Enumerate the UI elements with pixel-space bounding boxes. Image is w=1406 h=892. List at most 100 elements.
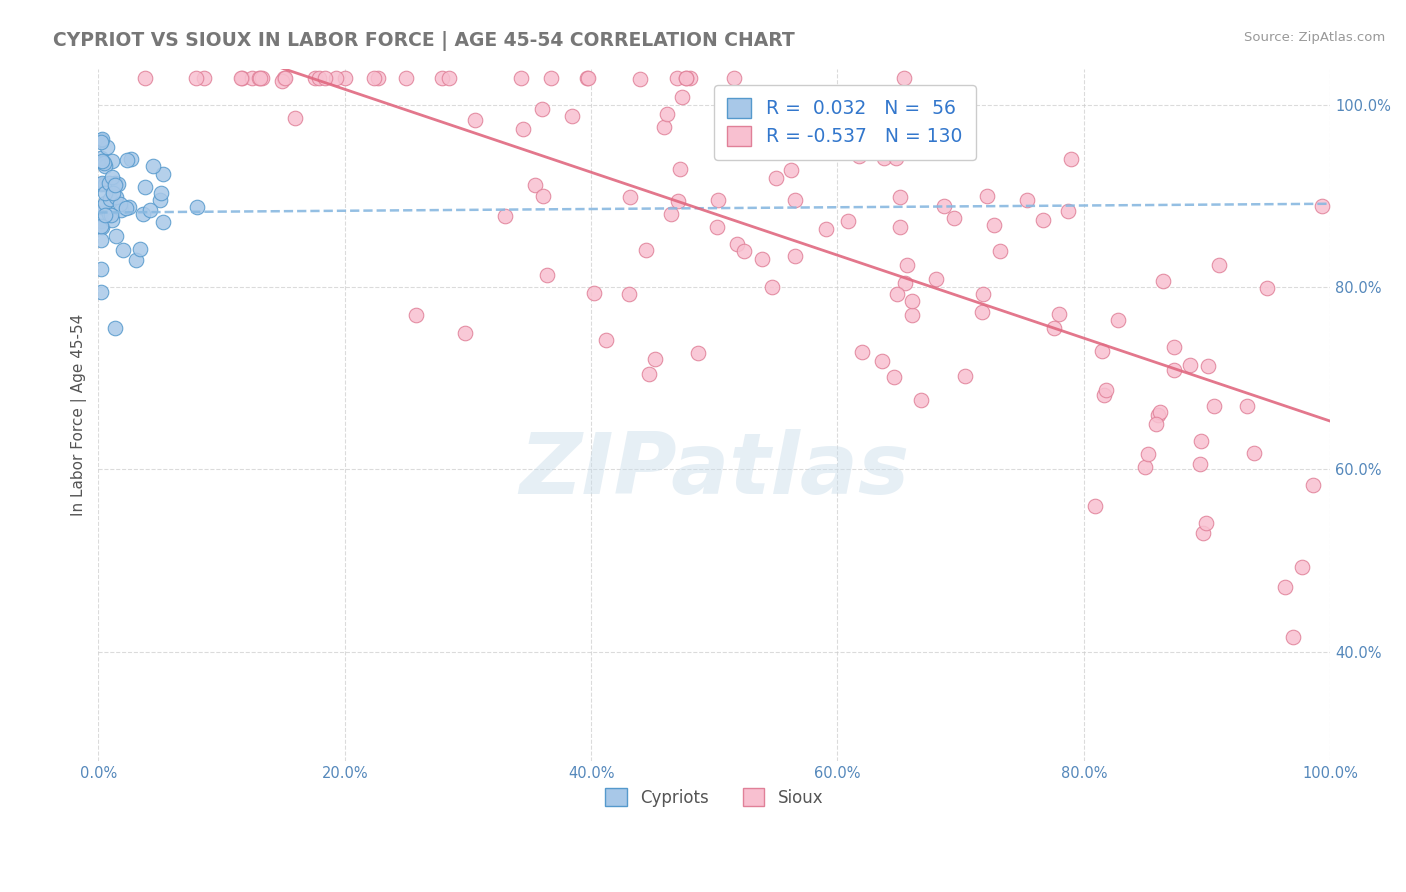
Point	[619, 189, 641, 203]
Point	[1136, 447, 1159, 461]
Point	[325, 70, 347, 85]
Point	[851, 344, 873, 359]
Point	[1144, 417, 1167, 431]
Point	[988, 244, 1011, 259]
Point	[91, 153, 114, 168]
Point	[104, 176, 127, 190]
Point	[152, 215, 174, 229]
Point	[90, 261, 112, 276]
Point	[889, 220, 911, 235]
Point	[454, 326, 477, 340]
Point	[271, 74, 294, 88]
Point	[115, 201, 138, 215]
Point	[494, 209, 516, 223]
Point	[675, 70, 697, 85]
Point	[90, 219, 112, 233]
Point	[395, 70, 418, 85]
Point	[90, 214, 112, 228]
Point	[523, 178, 546, 192]
Point	[247, 70, 270, 85]
Point	[1047, 307, 1070, 321]
Point	[1147, 408, 1170, 422]
Point	[118, 200, 141, 214]
Point	[152, 167, 174, 181]
Point	[90, 133, 112, 147]
Point	[193, 70, 215, 85]
Point	[94, 208, 117, 222]
Point	[1042, 321, 1064, 335]
Point	[1291, 559, 1313, 574]
Point	[250, 70, 273, 85]
Point	[90, 135, 112, 149]
Point	[780, 163, 803, 178]
Point	[104, 190, 127, 204]
Point	[186, 70, 208, 85]
Point	[1302, 477, 1324, 491]
Point	[229, 70, 252, 85]
Point	[284, 112, 307, 126]
Point	[668, 162, 690, 177]
Point	[91, 219, 114, 234]
Point	[688, 346, 710, 360]
Point	[231, 70, 253, 85]
Point	[706, 219, 728, 234]
Point	[1163, 340, 1185, 354]
Point	[775, 105, 797, 120]
Point	[94, 186, 117, 200]
Point	[1236, 399, 1258, 413]
Point	[576, 70, 599, 85]
Point	[98, 192, 121, 206]
Point	[883, 369, 905, 384]
Point	[1056, 204, 1078, 219]
Point	[249, 70, 271, 85]
Point	[274, 70, 297, 85]
Point	[765, 171, 787, 186]
Point	[104, 321, 127, 335]
Point	[725, 237, 748, 252]
Point	[304, 70, 326, 85]
Point	[142, 159, 165, 173]
Point	[894, 277, 917, 291]
Point	[149, 186, 172, 200]
Point	[91, 200, 114, 214]
Point	[104, 178, 127, 192]
Point	[659, 207, 682, 221]
Point	[134, 70, 156, 85]
Point	[100, 212, 122, 227]
Point	[910, 393, 932, 408]
Point	[1032, 213, 1054, 227]
Point	[531, 189, 554, 203]
Point	[90, 151, 112, 165]
Point	[97, 206, 120, 220]
Point	[583, 285, 606, 300]
Point	[976, 189, 998, 203]
Point	[1197, 359, 1219, 374]
Point	[90, 206, 112, 220]
Point	[139, 203, 162, 218]
Point	[837, 214, 859, 228]
Point	[129, 243, 152, 257]
Point	[783, 193, 806, 207]
Point	[561, 109, 583, 123]
Point	[104, 229, 127, 244]
Point	[464, 113, 486, 128]
Point	[1091, 343, 1114, 358]
Point	[1015, 193, 1038, 207]
Point	[1192, 525, 1215, 540]
Point	[925, 272, 948, 286]
Point	[131, 207, 153, 221]
Point	[111, 243, 134, 257]
Text: Source: ZipAtlas.com: Source: ZipAtlas.com	[1244, 31, 1385, 45]
Point	[644, 352, 666, 367]
Point	[308, 70, 330, 85]
Point	[115, 153, 138, 167]
Point	[884, 151, 907, 165]
Point	[1135, 460, 1157, 475]
Point	[1274, 580, 1296, 594]
Point	[1095, 383, 1118, 397]
Point	[149, 194, 172, 208]
Point	[240, 70, 263, 85]
Point	[90, 285, 112, 299]
Point	[1149, 405, 1171, 419]
Legend: Cypriots, Sioux: Cypriots, Sioux	[598, 780, 831, 815]
